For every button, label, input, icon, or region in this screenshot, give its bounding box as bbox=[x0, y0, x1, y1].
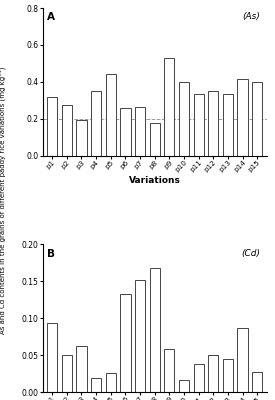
Bar bbox=[223, 359, 233, 392]
Text: B: B bbox=[47, 249, 55, 259]
Bar bbox=[62, 105, 72, 156]
Bar bbox=[223, 94, 233, 156]
Bar bbox=[91, 91, 101, 156]
Bar bbox=[237, 79, 248, 156]
Bar bbox=[76, 120, 87, 156]
Bar bbox=[135, 280, 145, 392]
Bar bbox=[135, 107, 145, 156]
Bar bbox=[194, 94, 204, 156]
Text: As and Cd contents in the grains of different paddy rice variations (mg kg⁻¹): As and Cd contents in the grains of diff… bbox=[0, 66, 7, 334]
Bar bbox=[150, 123, 160, 156]
Bar bbox=[164, 58, 174, 156]
Bar bbox=[120, 108, 131, 156]
Bar bbox=[76, 346, 87, 392]
X-axis label: Variations: Variations bbox=[129, 176, 181, 185]
Bar bbox=[208, 355, 218, 392]
Bar bbox=[179, 82, 189, 156]
Bar bbox=[47, 97, 57, 156]
Bar bbox=[164, 349, 174, 392]
Bar bbox=[194, 364, 204, 392]
Bar bbox=[47, 322, 57, 392]
Bar bbox=[252, 82, 262, 156]
Bar bbox=[252, 372, 262, 392]
Bar bbox=[91, 378, 101, 392]
Bar bbox=[150, 268, 160, 392]
Bar bbox=[237, 328, 248, 392]
Bar bbox=[120, 294, 131, 392]
Bar bbox=[106, 373, 116, 392]
Text: A: A bbox=[47, 12, 55, 22]
Bar bbox=[208, 91, 218, 156]
Bar bbox=[62, 355, 72, 392]
Bar bbox=[106, 74, 116, 156]
Bar bbox=[179, 380, 189, 392]
Text: (As): (As) bbox=[242, 12, 260, 22]
Text: (Cd): (Cd) bbox=[241, 249, 260, 258]
